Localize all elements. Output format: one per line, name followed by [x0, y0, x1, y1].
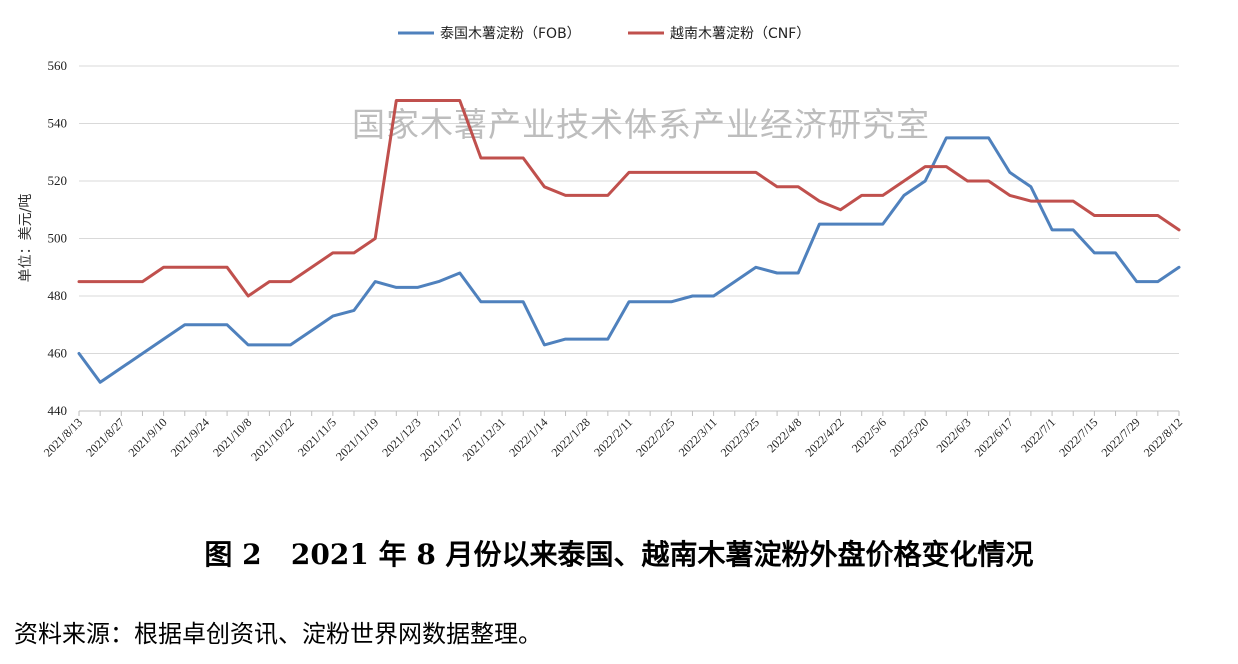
series-lines	[77, 99, 1181, 384]
y-tick-label: 480	[48, 288, 68, 303]
figure-caption: 图 2 2021 年 8 月份以来泰国、越南木薯淀粉外盘价格变化情况	[204, 538, 1034, 571]
x-tick-label: 2022/2/11	[591, 415, 635, 459]
x-tick-label: 2021/9/24	[168, 415, 212, 459]
source-note: 资料来源：根据卓创资讯、淀粉世界网数据整理。	[14, 620, 542, 648]
x-tick-label: 2022/5/20	[887, 415, 931, 459]
x-tick-label: 2021/11/19	[333, 415, 381, 463]
y-tick-label: 540	[48, 116, 68, 131]
x-tick-label: 2022/5/6	[849, 415, 889, 455]
x-tick-label: 2022/3/25	[718, 415, 762, 459]
x-tick-label: 2022/7/29	[1098, 415, 1142, 459]
x-tick-label: 2022/4/8	[764, 415, 804, 455]
x-tick-label: 2021/8/27	[83, 415, 127, 459]
x-tick-label: 2021/12/17	[417, 415, 466, 464]
x-tick-label: 2021/10/22	[248, 415, 297, 464]
watermark: 国家木薯产业技术体系产业经济研究室	[352, 105, 930, 144]
x-tick-label: 2022/6/17	[972, 415, 1016, 459]
y-tick-label: 440	[48, 403, 68, 418]
series-line-1	[77, 136, 1181, 384]
x-tick-label: 2021/12/31	[460, 415, 509, 464]
x-tick-label: 2021/11/5	[295, 415, 339, 459]
x-tick-label: 2021/9/10	[125, 415, 169, 459]
x-tick-label: 2021/8/13	[41, 415, 85, 459]
y-tick-label: 500	[48, 231, 68, 246]
x-tick-label: 2022/8/12	[1141, 415, 1185, 459]
legend-label: 越南木薯淀粉（CNF）	[670, 26, 810, 42]
legend: 泰国木薯淀粉（FOB） 越南木薯淀粉（CNF）	[398, 26, 810, 42]
line-chart: 4404604805005205405602021/8/132021/8/272…	[18, 26, 1185, 464]
y-tick-label: 520	[48, 173, 68, 188]
x-tick-label: 2022/7/1	[1018, 415, 1058, 455]
grid-lines	[79, 65, 1179, 354]
x-tick-label: 2022/7/15	[1056, 415, 1100, 459]
x-tick-label: 2022/4/22	[802, 415, 846, 459]
x-tick-label: 2022/1/14	[506, 415, 550, 459]
x-tick-label: 2022/1/28	[548, 415, 592, 459]
x-tick-label: 2022/6/3	[934, 415, 974, 455]
legend-label: 泰国木薯淀粉（FOB）	[440, 26, 581, 42]
y-tick-label: 460	[48, 346, 68, 361]
y-axis-label: 单位：美元/吨	[18, 194, 34, 283]
x-tick-label: 2022/2/25	[633, 415, 677, 459]
x-tick-label: 2022/3/11	[676, 415, 720, 459]
series-line-2	[77, 99, 1181, 298]
y-tick-label: 560	[48, 58, 68, 73]
